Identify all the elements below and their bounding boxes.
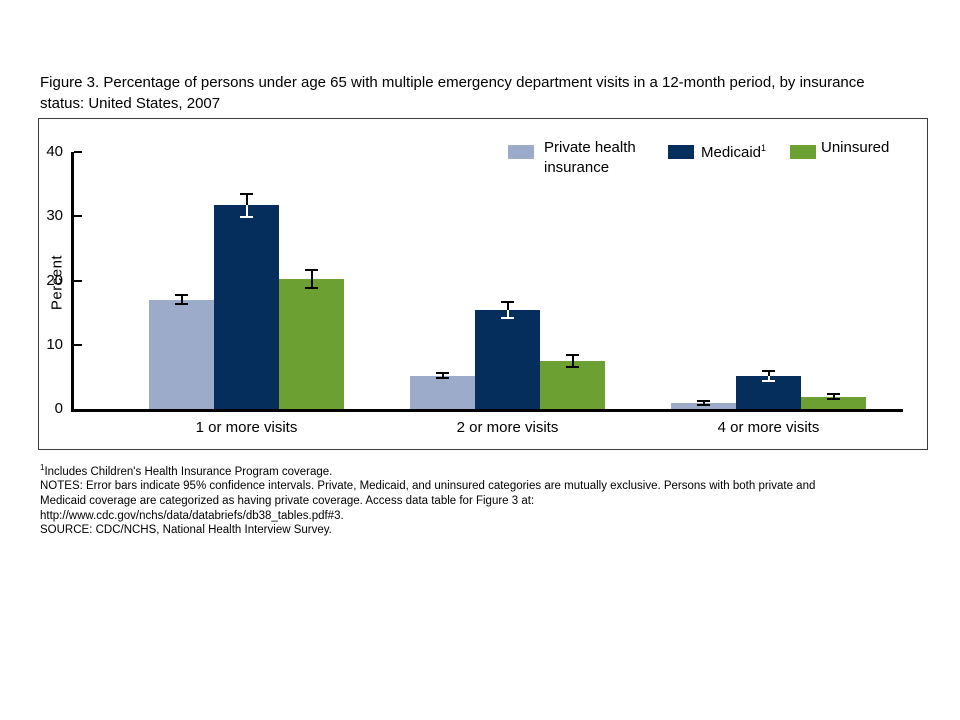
y-tick-mark [74, 343, 82, 346]
footnote-chip-text: Includes Children's Health Insurance Pro… [44, 465, 333, 478]
error-bar-cap [827, 398, 840, 401]
y-tick-label: 0 [54, 400, 63, 417]
bar [410, 375, 475, 411]
error-bar-stem [441, 375, 444, 379]
error-bar-stem [506, 301, 509, 311]
bar [214, 205, 279, 411]
y-tick-mark [74, 215, 82, 218]
error-bar-stem [245, 193, 248, 206]
bar [801, 396, 866, 411]
bar [671, 402, 736, 411]
footnote-chip: 1Includes Children's Health Insurance Pr… [40, 461, 920, 479]
footnote-notes-line1: NOTES: Error bars indicate 95% confidenc… [40, 480, 816, 493]
error-bar-stem [245, 205, 248, 217]
error-bar-stem [310, 279, 313, 289]
x-axis-line [71, 409, 903, 412]
figure-title: Figure 3. Percentage of persons under ag… [40, 74, 865, 112]
bar [149, 299, 214, 411]
bar [475, 310, 540, 411]
error-bar-cap [566, 365, 579, 368]
error-bar-stem [571, 355, 574, 361]
error-bar-cap [175, 303, 188, 306]
error-bar-stem [571, 360, 574, 367]
error-bar-stem [702, 400, 705, 403]
footnote-marker: 1 [40, 463, 45, 472]
error-bar-cap [697, 403, 710, 406]
bar [279, 279, 344, 411]
category-label: 4 or more visits [717, 419, 820, 436]
legend-swatch [790, 145, 816, 159]
legend-label: Medicaid1 [701, 143, 767, 161]
plot-area: 0 10 20 30 40 1 or more visits 2 or more visit… [39, 119, 927, 449]
error-bar-stem [506, 310, 509, 319]
footnotes: 1Includes Children's Health Insurance Pr… [40, 461, 920, 538]
error-bar-stem [767, 376, 770, 382]
category-label: 2 or more visits [456, 419, 559, 436]
error-bar-cap [240, 215, 253, 218]
chart-frame: Percent 0 10 20 30 40 1 or more visits 2 or mo… [38, 118, 928, 450]
legend-label: Private health insurance [544, 139, 636, 176]
y-tick-label: 40 [46, 143, 63, 160]
y-tick-label: 20 [46, 271, 63, 289]
category-label: 1 or more visits [195, 419, 298, 436]
y-tick-label: 10 [46, 335, 63, 353]
y-tick-mark [74, 279, 82, 282]
y-axis-line [71, 152, 74, 412]
error-bar-cap [762, 380, 775, 383]
footnote-url: http://www.cdc.gov/nchs/data/databriefs/… [40, 509, 344, 522]
legend-label: Uninsured [821, 139, 890, 156]
legend-swatch [508, 145, 534, 159]
footnote-source: SOURCE: CDC/NCHS, National Health Interv… [40, 524, 332, 537]
legend-footnote-marker: 1 [761, 143, 767, 153]
error-bar-stem [832, 396, 835, 400]
error-bar-stem [180, 295, 183, 300]
bar [540, 360, 605, 411]
error-bar-stem [180, 299, 183, 305]
error-bar-cap [501, 317, 514, 320]
error-bar-stem [832, 394, 835, 397]
error-bar-cap [436, 377, 449, 380]
error-bar-stem [441, 373, 444, 376]
footnote-notes-line2: Medicaid coverage are categorized as hav… [40, 495, 535, 508]
error-bar-stem [310, 270, 313, 280]
error-bar-cap [305, 287, 318, 290]
y-tick-mark [74, 151, 82, 153]
y-tick-label: 30 [46, 207, 63, 225]
legend-swatch [668, 145, 694, 159]
error-bar-stem [767, 371, 770, 377]
